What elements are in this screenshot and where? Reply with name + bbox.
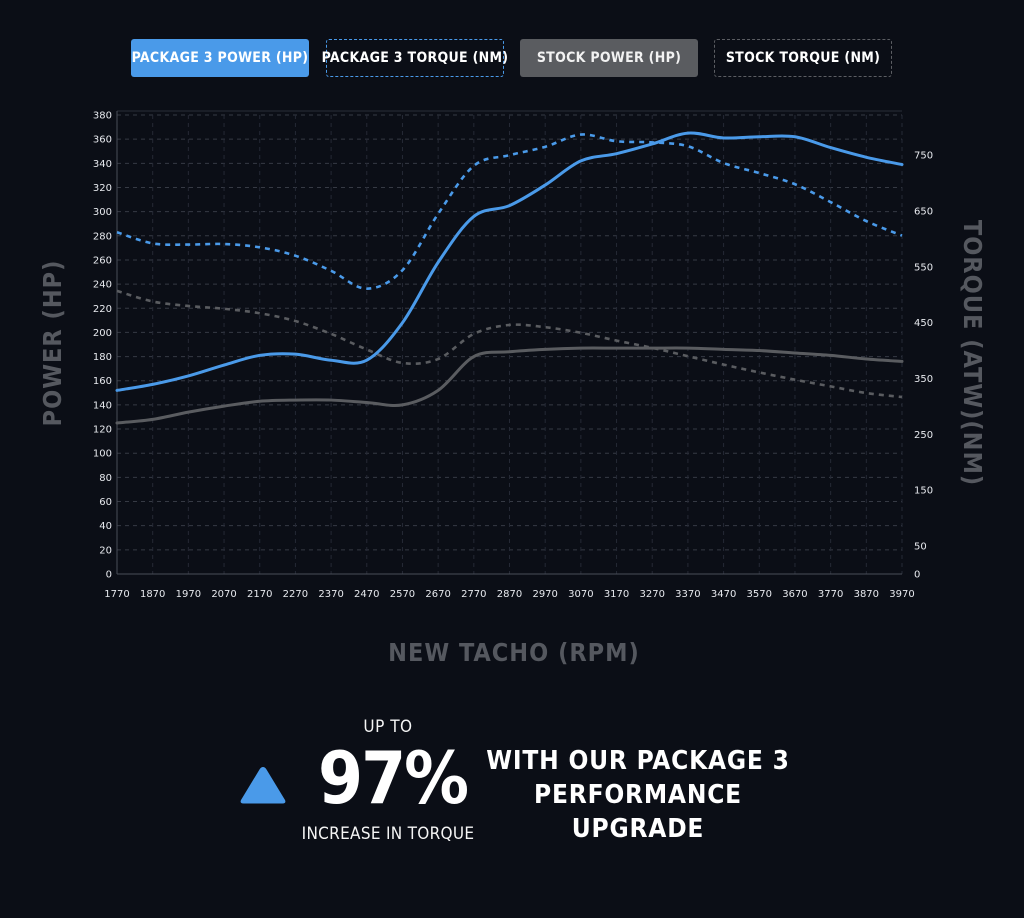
x-tick-label: 1870 (140, 589, 165, 600)
promo-up-to-label: UP TO (363, 717, 413, 737)
x-tick-label: 3670 (782, 589, 807, 600)
x-tick-label: 1770 (104, 589, 129, 600)
x-axis-title: NEW TACHO (RPM) (388, 638, 640, 667)
y-right-tick-label: 550 (914, 262, 933, 273)
chart-legend: PACKAGE 3 POWER (HP) PACKAGE 3 TORQUE (N… (0, 39, 1024, 77)
y-right-tick-label: 450 (914, 318, 933, 329)
x-tick-label: 2270 (283, 589, 308, 600)
y-left-tick-label: 180 (93, 352, 112, 363)
y-right-tick-label: 50 (914, 542, 927, 553)
y-right-tick-label: 350 (914, 374, 933, 385)
y-right-tick-label: 650 (914, 207, 933, 218)
x-tick-label: 2170 (247, 589, 272, 600)
y-left-tick-label: 360 (93, 135, 112, 146)
y-left-axis-title: POWER (HP) (38, 260, 67, 427)
y-left-tick-label: 320 (93, 183, 112, 194)
y-right-tick-label: 750 (914, 151, 933, 162)
legend-package3-power-button[interactable]: PACKAGE 3 POWER (HP) (131, 39, 309, 77)
y-left-tick-label: 60 (99, 497, 112, 508)
y-left-tick-label: 100 (93, 449, 112, 460)
series-line-package-3-torque-nm (116, 133, 903, 290)
y-left-tick-label: 340 (93, 159, 112, 170)
y-left-tick-label: 220 (93, 304, 112, 315)
promo-banner: UP TO 97% INCREASE IN TORQUE WITH OUR PA… (0, 700, 1024, 860)
y-left-tick-label: 240 (93, 280, 112, 291)
x-tick-label: 3870 (854, 589, 879, 600)
x-tick-label: 3770 (818, 589, 843, 600)
y-right-axis-title: TORQUE (ATW)(NM) (958, 220, 987, 486)
x-tick-label: 2670 (425, 589, 450, 600)
y-left-tick-label: 200 (93, 328, 112, 339)
y-left-tick-label: 280 (93, 231, 112, 242)
y-left-tick-label: 40 (99, 521, 112, 532)
x-tick-label: 2770 (461, 589, 486, 600)
x-tick-label: 2570 (390, 589, 415, 600)
promo-subtitle: INCREASE IN TORQUE (301, 824, 475, 844)
x-tick-label: 2470 (354, 589, 379, 600)
series-line-stock-torque-nm (116, 289, 903, 399)
x-tick-label: 1970 (176, 589, 201, 600)
y-left-tick-label: 0 (106, 570, 112, 581)
y-left-tick-label: 160 (93, 376, 112, 387)
dyno-chart: 0 20 40 60 80 100 120 140 160 180 200 220 240 260 280 3… (38, 110, 987, 667)
x-tick-label: 2070 (211, 589, 236, 600)
triangle-up-icon (240, 767, 286, 804)
promo-headline-line2: PERFORMANCE UPGRADE (534, 780, 742, 844)
x-tick-label: 3170 (604, 589, 629, 600)
y-left-tick-label: 120 (93, 425, 112, 436)
series-line-package-3-power-hp (115, 131, 904, 392)
x-tick-label: 3070 (568, 589, 593, 600)
y-left-tick-label: 140 (93, 400, 112, 411)
x-tick-label: 3470 (711, 589, 736, 600)
x-tick-label: 3970 (889, 589, 914, 600)
x-tick-label: 2870 (497, 589, 522, 600)
x-tick-label: 2370 (318, 589, 343, 600)
x-tick-label: 3270 (640, 589, 665, 600)
legend-stock-power-button[interactable]: STOCK POWER (HP) (520, 39, 698, 77)
x-tick-label: 2970 (532, 589, 557, 600)
y-left-tick-label: 380 (93, 111, 112, 122)
y-right-tick-label: 0 (914, 570, 920, 581)
promo-percent-value: 97% (318, 736, 469, 820)
y-left-tick-label: 260 (93, 255, 112, 266)
y-left-tick-label: 80 (99, 473, 112, 484)
x-tick-label: 3370 (675, 589, 700, 600)
series-line-stock-power-hp (115, 346, 904, 425)
y-left-tick-label: 300 (93, 207, 112, 218)
promo-headline: WITH OUR PACKAGE 3 PERFORMANCE UPGRADE (478, 744, 798, 846)
legend-package3-torque-button[interactable]: PACKAGE 3 TORQUE (NM) (322, 39, 508, 77)
x-tick-label: 3570 (747, 589, 772, 600)
y-left-tick-label: 20 (99, 545, 112, 556)
legend-stock-torque-button[interactable]: STOCK TORQUE (NM) (714, 39, 892, 77)
y-right-tick-label: 150 (914, 486, 933, 497)
promo-headline-line1: WITH OUR PACKAGE 3 (486, 746, 790, 776)
y-right-tick-label: 250 (914, 430, 933, 441)
